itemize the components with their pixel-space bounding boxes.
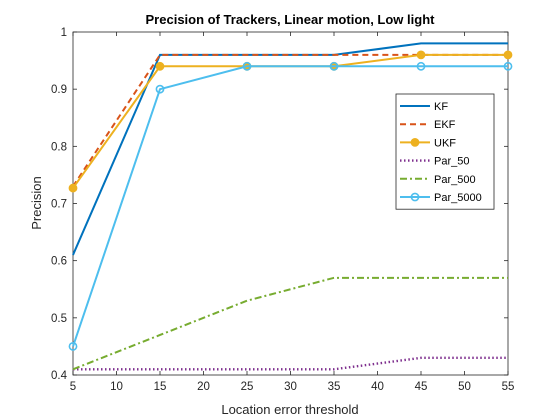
x-tick-label: 55 xyxy=(502,381,515,393)
legend-marker-ukf xyxy=(411,139,418,146)
legend-label-par-50: Par_50 xyxy=(434,156,469,168)
x-tick-label: 20 xyxy=(197,381,210,393)
x-tick-label: 50 xyxy=(458,381,471,393)
x-tick-label: 25 xyxy=(241,381,254,393)
y-tick-label: 0.5 xyxy=(51,313,67,325)
x-tick-label: 10 xyxy=(110,381,123,393)
data-point-ukf xyxy=(417,51,424,58)
legend-label-ukf: UKF xyxy=(434,137,456,149)
x-tick-label: 5 xyxy=(70,381,76,393)
chart-title: Precision of Trackers, Linear motion, Lo… xyxy=(146,12,436,27)
y-tick-label: 0.7 xyxy=(51,199,67,211)
legend: KF EKF UKF Par_50 Par_500 Par_5000 xyxy=(396,94,494,209)
y-tick-label: 0.4 xyxy=(51,370,68,382)
x-tick-label: 30 xyxy=(284,381,297,393)
y-tick-label: 0.6 xyxy=(51,256,67,268)
y-tick-label: 1 xyxy=(61,27,67,39)
x-tick-label: 40 xyxy=(371,381,384,393)
data-point-ukf xyxy=(156,63,163,70)
data-point-ukf xyxy=(504,51,511,58)
legend-label-kf: KF xyxy=(434,101,448,113)
legend-label-par-500: Par_500 xyxy=(434,174,476,186)
data-point-ukf xyxy=(69,184,76,191)
legend-label-par-5000: Par_5000 xyxy=(434,192,482,204)
x-tick-label: 35 xyxy=(328,381,341,393)
y-tick-label: 0.9 xyxy=(51,84,67,96)
x-tick-label: 15 xyxy=(154,381,167,393)
legend-label-ekf: EKF xyxy=(434,119,456,131)
x-axis-label: Location error threshold xyxy=(221,402,358,417)
y-tick-label: 0.8 xyxy=(51,141,67,153)
x-tick-label: 45 xyxy=(415,381,428,393)
y-axis-label: Precision xyxy=(29,176,44,229)
